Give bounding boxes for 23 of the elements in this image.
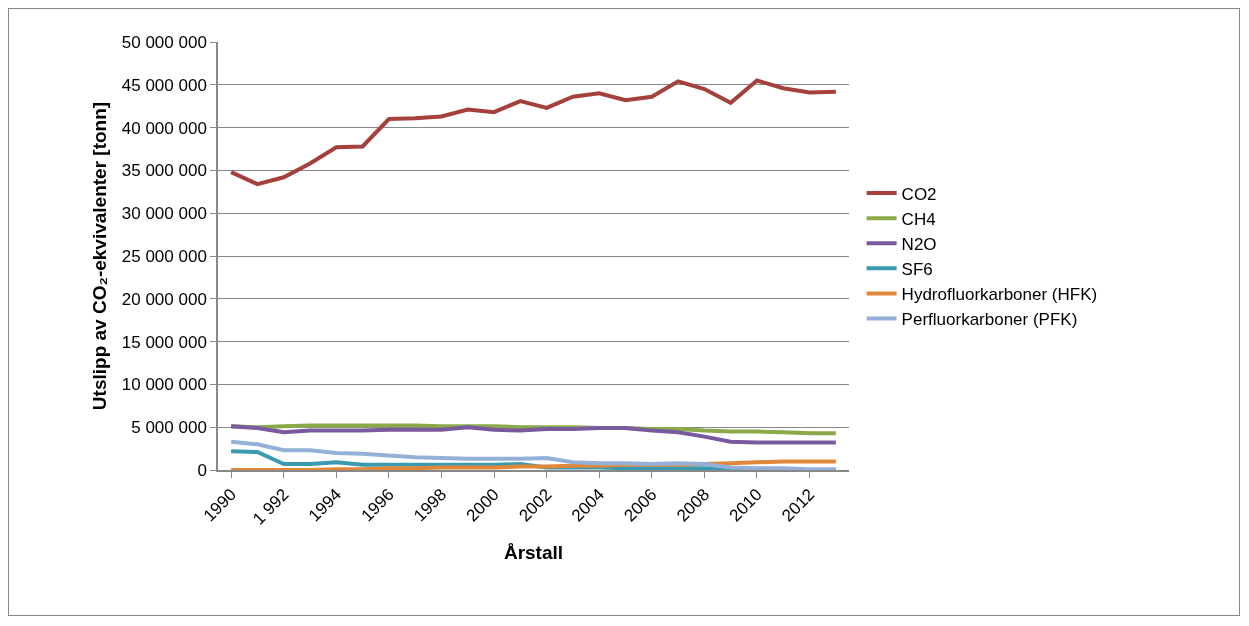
legend-label: CO2 xyxy=(901,184,937,204)
y-tick-label: 10 000 000 xyxy=(121,375,207,395)
x-axis-title: Årstall xyxy=(503,541,564,563)
legend-label: Perfluorkarboner (PFK) xyxy=(901,310,1078,330)
y-tick-label: 35 000 000 xyxy=(121,161,207,181)
line-series xyxy=(229,78,838,187)
line-series xyxy=(229,424,838,445)
y-tick-label: 5 000 000 xyxy=(131,418,207,438)
y-axis-title: Utslipp av CO₂-ekvivalenter [tonn] xyxy=(89,101,111,411)
y-tick-label: 25 000 000 xyxy=(121,246,207,266)
y-tick-label: 45 000 000 xyxy=(121,75,207,95)
y-tick-label: 0 xyxy=(197,460,207,480)
x-tick-label: 1 992 xyxy=(249,485,293,529)
y-tick-label: 15 000 000 xyxy=(121,332,207,352)
y-tick-label: 50 000 000 xyxy=(121,32,207,52)
y-tick-label: 30 000 000 xyxy=(121,204,207,224)
legend-label: N2O xyxy=(901,234,937,254)
legend-label: SF6 xyxy=(901,259,933,279)
y-tick-label: 20 000 000 xyxy=(121,289,207,309)
y-tick-label: 40 000 000 xyxy=(121,118,207,138)
legend-label: Hydrofluorkarboner (HFK) xyxy=(901,285,1098,305)
line-series xyxy=(229,439,838,470)
legend-label: CH4 xyxy=(901,209,936,229)
